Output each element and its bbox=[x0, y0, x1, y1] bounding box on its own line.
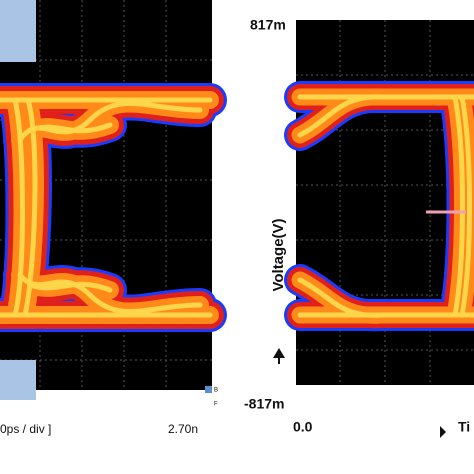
time-scale-label: 0ps / div ] bbox=[0, 422, 51, 436]
y-axis-label: Voltage(V) bbox=[270, 218, 287, 291]
legend-entry: F bbox=[214, 402, 218, 408]
y-max-label: 817m bbox=[250, 17, 286, 33]
legend-entry: B bbox=[214, 388, 218, 394]
x-axis-label: Ti bbox=[458, 419, 470, 435]
x-start-label: 0.0 bbox=[293, 419, 313, 435]
left-eye-diagram: B F 0ps / div ] 2.70n bbox=[0, 0, 218, 436]
right-eye-diagram: 817m -817m 0.0 Voltage(V) Ti bbox=[244, 17, 474, 438]
y-min-label: -817m bbox=[244, 396, 284, 412]
end-time-label: 2.70n bbox=[168, 422, 198, 436]
